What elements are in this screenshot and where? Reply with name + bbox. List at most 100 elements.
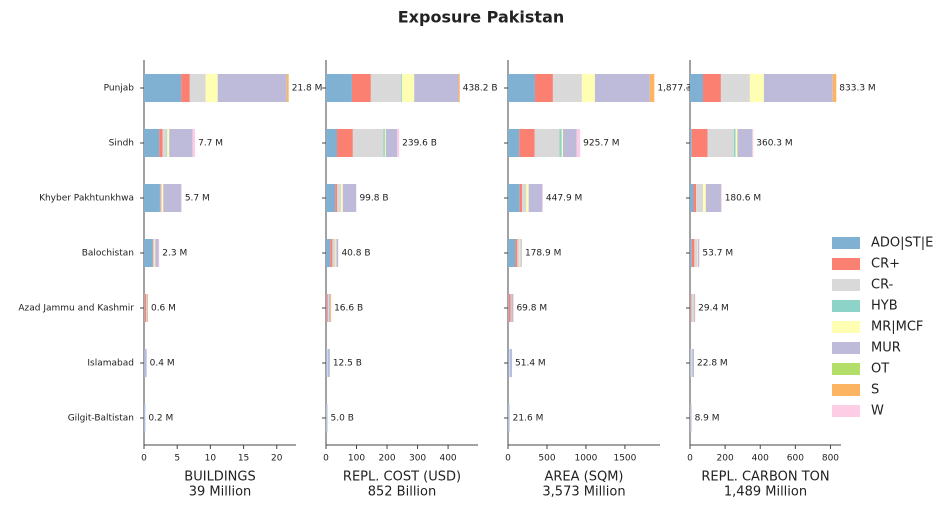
bar-segment [508,404,509,432]
y-tick-label: Azad Jammu and Kashmir [18,304,134,314]
bar-segment [352,129,384,157]
bar-segment [534,129,560,157]
legend-swatch [832,258,860,270]
bar-segment [192,129,196,157]
bar-segment [327,294,330,322]
total-label: 0.4 M [150,359,175,369]
bar-segment [528,184,543,212]
bar-segment [335,239,337,267]
bar-segment [508,294,509,322]
bar-segment [576,129,581,157]
legend-swatch [832,279,860,291]
bar-segment [733,129,736,157]
bar-segment [694,239,698,267]
bar-segment [181,74,190,102]
total-label: 0.2 M [148,414,173,424]
bar-segment [342,184,357,212]
x-axis-label: 3,573 Million [542,485,625,500]
bar-segment [383,129,385,157]
bar-segment [145,294,147,322]
bar-segment [690,74,703,102]
bar-segment [508,239,516,267]
bar-segment [159,129,163,157]
bar-segment [152,239,154,267]
legend-swatch [832,342,860,354]
total-label: 2.3 M [162,249,187,259]
bar-segment [703,184,706,212]
legend-swatch [832,300,860,312]
bar-segment [144,294,146,322]
bar-segment [690,129,692,157]
bar-segment [511,294,514,322]
y-tick-label: Balochistan [82,249,134,259]
bar-segment [697,239,699,267]
bar-segment [581,74,595,102]
bar-segment [508,129,520,157]
bar-segment [329,294,331,322]
bar-segment [690,294,692,322]
bar-segment [147,294,148,322]
bar-segment [698,239,700,267]
x-tick-label: 1500 [613,454,636,464]
total-label: 1,877.3 M [657,84,702,94]
bar-segment [694,294,695,322]
total-label: 180.6 M [725,194,761,204]
bar-segment [402,74,415,102]
bar-segment [217,74,287,102]
bar-segment [509,349,510,377]
bar-segment [326,239,331,267]
total-label: 40.8 B [341,249,370,259]
bar-segment [690,294,691,322]
bar-segment [326,184,336,212]
x-tick-label: 0 [687,454,693,464]
bar-segment [691,404,692,432]
bar-segment [153,239,155,267]
bar-segment [144,294,145,322]
bar-segment [326,349,328,377]
total-label: 69.8 M [516,304,547,314]
bar-segment [508,184,520,212]
bar-segment [351,74,371,102]
bar-segment [517,239,520,267]
bar-segment [691,294,695,322]
bar-segment [562,129,577,157]
legend-label: S [871,383,879,398]
legend-label: HYB [871,299,898,314]
total-label: 51.4 M [515,359,546,369]
x-tick-label: 0 [323,454,329,464]
x-tick-label: 300 [409,454,426,464]
bar-segment [735,129,738,157]
bar-segment [510,294,512,322]
bar-segment [160,184,162,212]
x-tick-label: 500 [538,454,555,464]
total-label: 5.7 M [185,194,210,204]
bar-segment [690,184,694,212]
total-label: 12.5 B [333,359,362,369]
bar-segment [401,74,402,102]
bar-segment [326,404,328,432]
bar-segment [707,129,734,157]
bar-segment [330,294,332,322]
bar-segment [144,349,145,377]
bar-segment [594,74,650,102]
bar-segment [720,74,750,102]
bar-segment [519,184,523,212]
bar-segment [336,129,353,157]
bar-segment [144,184,160,212]
bar-segment [508,294,511,322]
total-label: 21.6 M [513,414,544,424]
bar-segment [181,184,182,212]
bar-segment [542,184,543,212]
bar-segment [154,239,156,267]
x-axis-label: 1,489 Million [724,485,807,500]
bar-segment [561,129,563,157]
total-label: 447.9 M [546,194,582,204]
y-tick-label: Khyber Pakhtunkhwa [39,194,134,204]
total-label: 239.6 B [402,139,437,149]
x-tick-label: 10 [205,454,217,464]
total-label: 29.4 M [698,304,729,314]
legend-swatch [832,237,860,249]
bar-segment [752,129,754,157]
bar-segment [159,184,161,212]
total-label: 925.7 M [583,139,619,149]
